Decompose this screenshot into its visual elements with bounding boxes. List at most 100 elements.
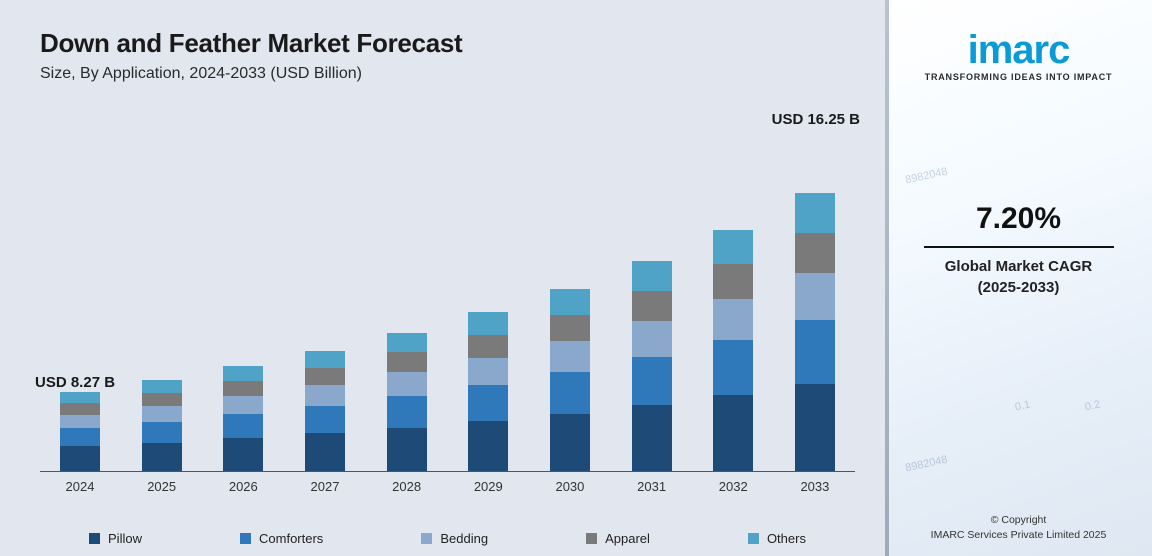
legend-item-others: Others [748,531,806,546]
segment-apparel [795,233,835,273]
legend-item-comforters: Comforters [240,531,323,546]
segment-apparel [223,381,263,396]
segment-others [795,193,835,232]
legend: Pillow Comforters Bedding Apparel Others [40,525,855,546]
segment-bedding [305,385,345,405]
xlabel: 2028 [367,479,447,494]
legend-label: Others [767,531,806,546]
segment-bedding [223,396,263,414]
segment-pillow [550,414,590,471]
segment-apparel [387,352,427,372]
bar-2029 [468,117,508,471]
segment-comforters [60,428,100,446]
legend-swatch-icon [89,533,100,544]
legend-label: Pillow [108,531,142,546]
legend-swatch-icon [748,533,759,544]
logo-tagline: TRANSFORMING IDEAS INTO IMPACT [925,72,1113,82]
segment-apparel [60,403,100,414]
xlabel: 2030 [530,479,610,494]
segment-pillow [223,438,263,471]
segment-comforters [305,406,345,434]
chart-title: Down and Feather Market Forecast [40,28,855,59]
legend-item-apparel: Apparel [586,531,650,546]
brand-logo: imarc TRANSFORMING IDEAS INTO IMPACT [925,32,1113,82]
bar-2033 [795,117,835,471]
cagr-period: (2025-2033) [924,279,1114,296]
x-axis: 2024202520262027202820292030203120322033 [40,479,855,494]
xlabel: 2033 [775,479,855,494]
copyright: © Copyright IMARC Services Private Limit… [885,513,1152,545]
bar-2024 [60,117,100,471]
legend-swatch-icon [240,533,251,544]
legend-label: Bedding [440,531,488,546]
chart-panel: Down and Feather Market Forecast Size, B… [0,0,885,556]
bg-decoration: 8982048 [904,454,948,475]
legend-label: Comforters [259,531,323,546]
segment-bedding [468,358,508,385]
segment-apparel [468,335,508,358]
segment-comforters [142,422,182,443]
segment-pillow [468,421,508,471]
segment-comforters [468,385,508,422]
segment-pillow [305,433,345,471]
xlabel: 2024 [40,479,120,494]
segment-pillow [632,405,672,471]
segment-others [60,392,100,403]
segment-pillow [387,428,427,471]
xlabel: 2025 [122,479,202,494]
segment-bedding [142,406,182,421]
segment-others [223,366,263,381]
segment-bedding [632,321,672,357]
bg-decoration: 8982048 [904,166,948,187]
segment-comforters [632,357,672,405]
xlabel: 2027 [285,479,365,494]
segment-pillow [142,443,182,472]
segment-bedding [713,299,753,340]
segment-comforters [223,414,263,438]
legend-swatch-icon [586,533,597,544]
cagr-value: 7.20% [924,202,1114,236]
bar-2027 [305,117,345,471]
bg-decoration: 0.1 [1014,399,1031,414]
cagr-block: 7.20% Global Market CAGR (2025-2033) [924,202,1114,296]
xlabel: 2029 [448,479,528,494]
xlabel: 2032 [693,479,773,494]
segment-apparel [142,393,182,406]
segment-pillow [795,384,835,471]
bar-2026 [223,117,263,471]
segment-apparel [550,315,590,341]
legend-item-pillow: Pillow [89,531,142,546]
segment-others [305,351,345,368]
bar-2028 [387,117,427,471]
segment-comforters [713,340,753,396]
segment-apparel [713,264,753,299]
xlabel: 2026 [203,479,283,494]
bar-2025 [142,117,182,471]
segment-comforters [795,320,835,384]
xlabel: 2031 [612,479,692,494]
segment-others [550,289,590,315]
segment-others [713,230,753,264]
legend-item-bedding: Bedding [421,531,488,546]
logo-text: imarc [925,32,1113,68]
segment-apparel [305,368,345,385]
plot-area: USD 8.27 B USD 16.25 B 20242025202620272… [40,95,855,494]
bar-2031 [632,117,672,471]
segment-bedding [550,341,590,372]
segment-comforters [387,396,427,428]
segment-bedding [795,273,835,320]
bar-2030 [550,117,590,471]
side-panel: imarc TRANSFORMING IDEAS INTO IMPACT 898… [885,0,1152,556]
segment-others [468,312,508,335]
divider [924,246,1114,248]
bg-decoration: 0.2 [1084,399,1101,414]
legend-swatch-icon [421,533,432,544]
segment-apparel [632,291,672,321]
segment-others [142,380,182,393]
bars-container [40,117,855,472]
segment-others [387,333,427,353]
segment-others [632,261,672,291]
chart-subtitle: Size, By Application, 2024-2033 (USD Bil… [40,65,855,83]
segment-bedding [387,372,427,396]
segment-comforters [550,372,590,414]
